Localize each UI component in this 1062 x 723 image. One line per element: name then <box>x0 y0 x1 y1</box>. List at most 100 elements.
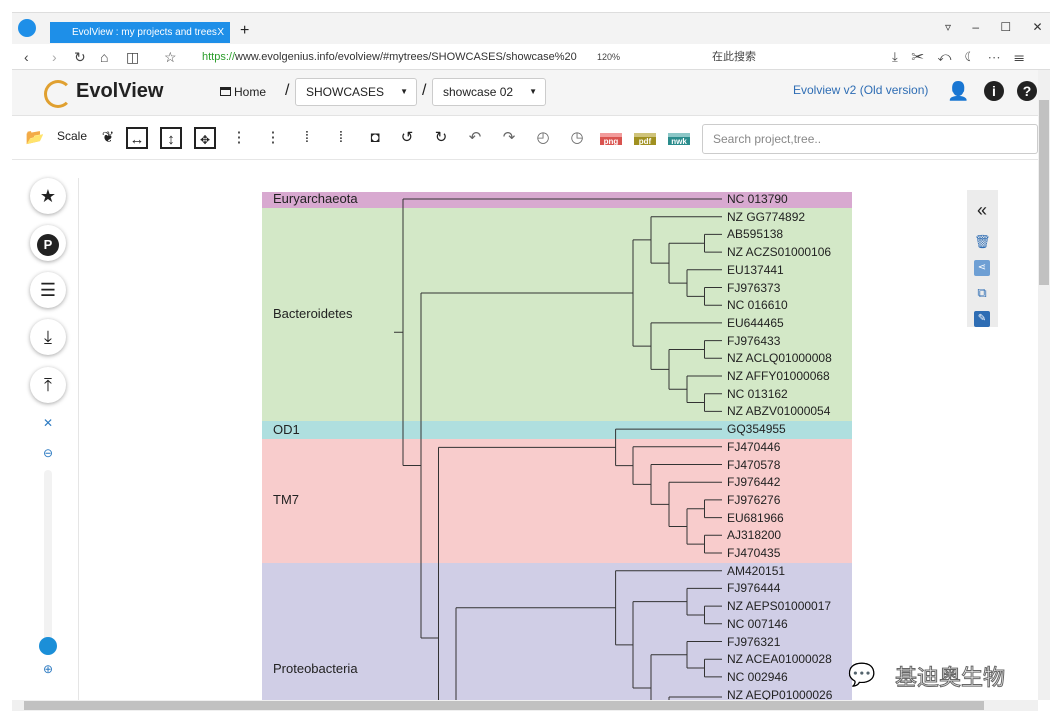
star-icon[interactable]: ★ <box>30 178 66 214</box>
edit-icon[interactable]: ✎ <box>974 311 990 327</box>
export-pdf-button[interactable]: pdf <box>634 133 656 146</box>
clade-label: OD1 <box>273 422 300 437</box>
share-icon[interactable]: ⋖ <box>974 260 990 276</box>
window-icon <box>220 87 231 96</box>
mouse-icon[interactable]: ◘ <box>370 129 380 146</box>
browser-extension-icons[interactable]: ⤓ ✂ ↶ ☾ ⋯ ☰ <box>892 49 1025 64</box>
leaf-label[interactable]: FJ470578 <box>727 457 781 472</box>
tree-shrink-v-icon[interactable]: ⁞ <box>304 129 310 146</box>
horizontal-scrollbar-thumb[interactable] <box>24 701 984 710</box>
leaf-label[interactable]: GQ354955 <box>727 422 786 437</box>
expand-horizontal-icon[interactable]: ↔ <box>126 127 148 149</box>
leaf-label[interactable]: NC 007146 <box>727 616 788 631</box>
scale-button[interactable]: Scale <box>57 129 88 143</box>
expand-all-icon[interactable]: ✥ <box>194 127 216 149</box>
expand-vertical-icon[interactable]: ↕ <box>160 127 182 149</box>
leaf-label[interactable]: NZ AEQP01000026 <box>727 687 833 702</box>
leaf-label[interactable]: NZ AEPS01000017 <box>727 599 832 614</box>
zoom-in-icon[interactable]: ⊕ <box>42 662 54 676</box>
rotate-right-icon[interactable]: ↻ <box>434 129 448 146</box>
reload-icon[interactable]: ↻ <box>74 49 86 65</box>
tab-close-button[interactable]: X <box>217 27 224 38</box>
zoom-level[interactable]: 120% <box>597 52 621 62</box>
leaf-label[interactable]: FJ976442 <box>727 475 781 490</box>
leaf-label[interactable]: NC 002946 <box>727 669 788 684</box>
rotate-ccw-icon[interactable]: ↶ <box>468 129 482 146</box>
info-icon[interactable]: i <box>984 81 1004 101</box>
home-icon[interactable]: ⌂ <box>100 49 109 65</box>
collapse-panel-icon[interactable]: « <box>976 200 987 220</box>
leaf-label[interactable]: AB595138 <box>727 227 784 242</box>
help-icon[interactable]: ? <box>1017 81 1037 101</box>
leaf-icon[interactable]: ❦ <box>101 129 115 146</box>
new-tab-button[interactable]: + <box>240 22 250 39</box>
url-field[interactable]: https://www.evolgenius.info/evolview/#my… <box>202 51 577 63</box>
leaf-label[interactable]: NC 016610 <box>727 298 788 313</box>
rotate-left-icon[interactable]: ↺ <box>400 129 414 146</box>
zoom-slider[interactable] <box>44 470 52 650</box>
clade-band <box>262 439 852 563</box>
circular-right-icon[interactable]: ◷ <box>570 129 584 146</box>
leaf-label[interactable]: FJ470446 <box>727 439 781 454</box>
tree-shrink-h-icon[interactable]: ⋮ <box>231 129 247 146</box>
leaf-label[interactable]: FJ976276 <box>727 492 781 507</box>
leaf-label[interactable]: FJ976444 <box>727 581 781 596</box>
clade-band <box>262 208 852 421</box>
zoom-slider-handle[interactable] <box>39 637 57 655</box>
leaf-label[interactable]: NC 013790 <box>727 192 788 206</box>
leaf-label[interactable]: FJ976373 <box>727 280 781 295</box>
leaf-label[interactable]: NZ ACEA01000028 <box>727 652 832 667</box>
tab-title: EvolView : my projects and trees <box>72 27 217 38</box>
search-input[interactable]: Search project,tree.. <box>702 124 1038 154</box>
export-png-button[interactable]: png <box>600 133 622 146</box>
leaf-label[interactable]: NZ ACZS01000106 <box>727 245 832 260</box>
bookmark-star-icon[interactable]: ☆ <box>164 49 177 65</box>
leaf-label[interactable]: NZ AFFY01000068 <box>727 369 830 383</box>
caret-down-icon: ▼ <box>529 87 537 96</box>
p-badge-icon[interactable]: P <box>30 225 66 261</box>
back-icon[interactable]: ‹ <box>24 49 29 65</box>
copy-icon[interactable]: ⧉ <box>977 285 987 300</box>
download-icon[interactable]: ⤓ <box>30 319 66 355</box>
watermark: 基迪奥生物 <box>894 665 1006 691</box>
leaf-label[interactable]: AJ318200 <box>727 528 782 543</box>
export-nwk-button[interactable]: nwk <box>668 133 690 146</box>
sliders-icon[interactable]: ☰ <box>30 272 66 308</box>
leaf-label[interactable]: NC 013162 <box>727 386 788 401</box>
leaf-label[interactable]: EU644465 <box>727 315 784 330</box>
leaf-label[interactable]: EU137441 <box>727 262 784 277</box>
old-version-link[interactable]: Evolview v2 (Old version) <box>793 83 929 97</box>
leaf-label[interactable]: EU681966 <box>727 510 784 525</box>
leaf-label[interactable]: FJ470435 <box>727 546 781 560</box>
home-link[interactable]: Home <box>220 85 266 99</box>
tree-expand-v-icon[interactable]: ⁞ <box>338 129 344 146</box>
browser-logo-icon <box>18 19 36 37</box>
leaf-label[interactable]: NZ ACLQ01000008 <box>727 351 832 366</box>
zoom-out-icon[interactable]: ⊖ <box>42 446 54 460</box>
leaf-label[interactable]: AM420151 <box>727 563 786 578</box>
leaf-label[interactable]: NZ GG774892 <box>727 209 806 224</box>
caret-down-icon: ▼ <box>400 87 408 96</box>
rotate-cw-icon[interactable]: ↷ <box>502 129 516 146</box>
tree-select[interactable]: showcase 02 ▼ <box>432 78 546 106</box>
window-controls[interactable]: ▿ – ☐ ✕ <box>945 20 1043 34</box>
tree-expand-h-icon[interactable]: ⋮ <box>265 129 281 146</box>
browser-tab[interactable]: EvolView : my projects and trees X <box>50 22 230 43</box>
tree-side-panel: « 🗑 ⋖ ⧉ ✎ <box>967 190 998 327</box>
forward-icon[interactable]: › <box>52 49 57 65</box>
reader-icon[interactable]: ◫ <box>126 49 140 65</box>
search-engine-box[interactable]: 在此搜索 <box>712 51 756 63</box>
vertical-scrollbar-thumb[interactable] <box>1039 100 1049 285</box>
open-folder-icon[interactable]: 📂 <box>25 129 45 146</box>
add-user-icon[interactable]: 👤 <box>947 81 970 101</box>
leaf-label[interactable]: FJ976433 <box>727 333 781 348</box>
leaf-label[interactable]: NZ ABZV01000054 <box>727 404 831 419</box>
evolview-logo-icon <box>44 80 72 108</box>
project-select[interactable]: SHOWCASES ▼ <box>295 78 417 106</box>
leaf-label[interactable]: FJ976321 <box>727 634 781 649</box>
circular-left-icon[interactable]: ◴ <box>536 129 550 146</box>
app-logo[interactable]: EvolView <box>76 80 164 102</box>
trash-icon[interactable]: 🗑 <box>974 234 991 249</box>
upload-icon[interactable]: ⤒ <box>30 367 66 403</box>
fit-screen-icon[interactable]: ✕ <box>42 416 54 430</box>
